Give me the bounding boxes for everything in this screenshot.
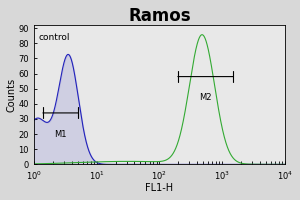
Title: Ramos: Ramos <box>128 7 191 25</box>
X-axis label: FL1-H: FL1-H <box>145 183 173 193</box>
Text: control: control <box>39 33 70 42</box>
Y-axis label: Counts: Counts <box>7 78 17 112</box>
Text: M1: M1 <box>54 130 67 139</box>
Text: M2: M2 <box>199 93 212 102</box>
